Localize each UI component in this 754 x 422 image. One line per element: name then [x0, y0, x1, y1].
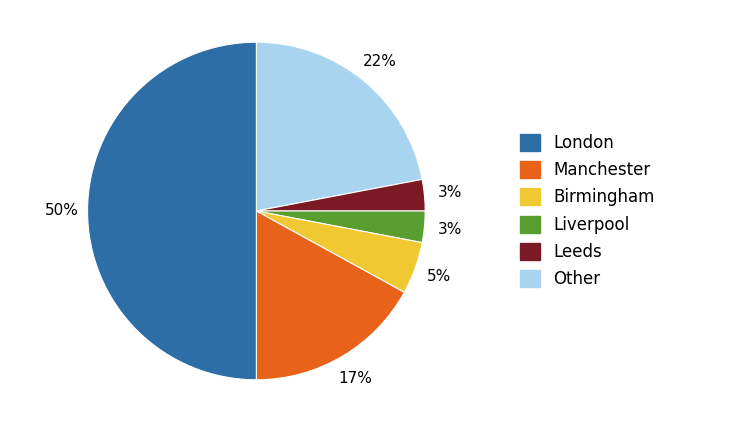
Wedge shape [256, 211, 425, 243]
Wedge shape [256, 211, 404, 380]
Text: 5%: 5% [427, 269, 451, 284]
Text: 17%: 17% [339, 371, 372, 386]
Text: 3%: 3% [437, 185, 461, 200]
Text: 3%: 3% [437, 222, 461, 237]
Text: 22%: 22% [363, 54, 397, 69]
Wedge shape [256, 42, 422, 211]
Legend: London, Manchester, Birmingham, Liverpool, Leeds, Other: London, Manchester, Birmingham, Liverpoo… [512, 125, 663, 297]
Wedge shape [256, 179, 425, 211]
Text: 50%: 50% [45, 203, 79, 219]
Wedge shape [87, 42, 256, 380]
Wedge shape [256, 211, 422, 292]
